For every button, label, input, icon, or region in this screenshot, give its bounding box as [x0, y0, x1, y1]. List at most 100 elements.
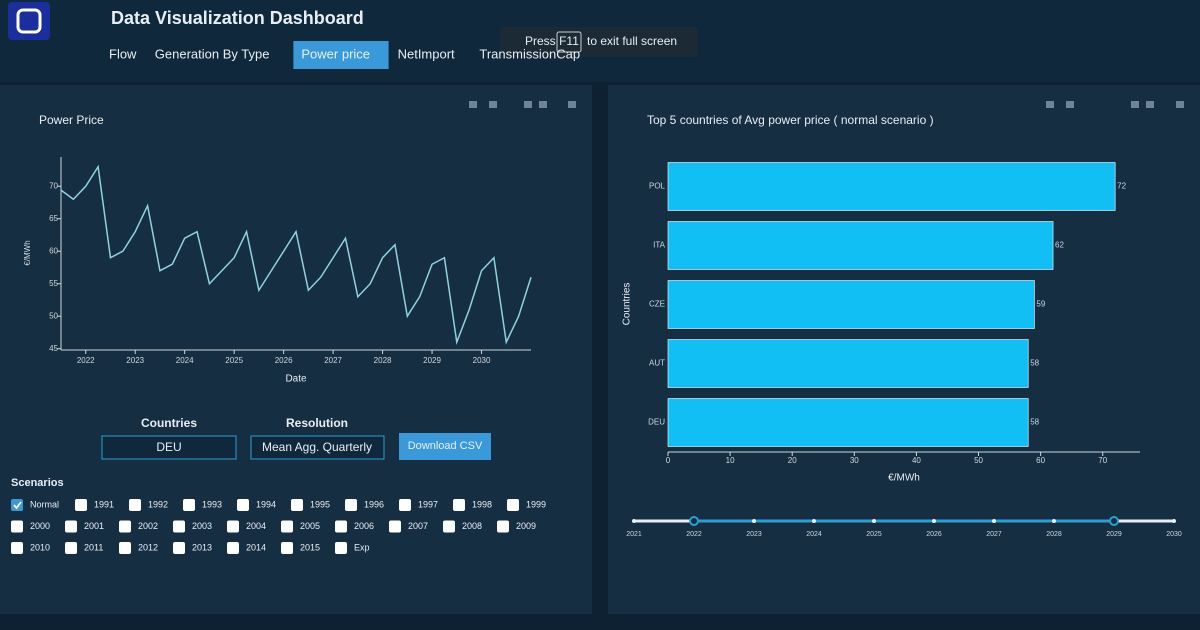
- x-tick-label: 2027: [324, 356, 342, 365]
- checkbox[interactable]: [291, 499, 303, 511]
- y-axis-title: Countries: [622, 283, 633, 326]
- checkbox[interactable]: [399, 499, 411, 511]
- checkbox[interactable]: [345, 499, 357, 511]
- checkbox-label: 2014: [246, 542, 266, 552]
- checkbox-label: 2011: [84, 542, 103, 552]
- slider-label: 2026: [926, 531, 942, 538]
- checkbox-label: 2005: [300, 521, 320, 531]
- checkbox-label: Exp: [354, 542, 370, 552]
- slider-dot: [932, 519, 936, 523]
- checkbox[interactable]: [389, 520, 401, 533]
- checkbox[interactable]: [65, 542, 77, 554]
- modebar-icon: [489, 101, 497, 108]
- x-tick-label: 50: [974, 456, 983, 465]
- checkbox-label: 1991: [94, 499, 114, 509]
- checkbox-label: 1995: [310, 499, 330, 509]
- checkbox-label: 2013: [192, 542, 212, 552]
- y-tick-label: 55: [49, 279, 58, 288]
- checkbox[interactable]: [497, 520, 509, 533]
- checkbox-label: Normal: [30, 499, 59, 509]
- checkbox[interactable]: [65, 520, 77, 533]
- slider-handle[interactable]: [1109, 516, 1119, 526]
- x-tick-label: 10: [726, 456, 735, 465]
- checkbox[interactable]: [453, 499, 465, 511]
- checkbox-label: 2010: [30, 542, 50, 552]
- checkbox-label: 2002: [138, 521, 158, 531]
- button-label: Download CSV: [408, 440, 483, 452]
- checkbox[interactable]: [227, 520, 239, 533]
- tab[interactable]: Generation By Type: [155, 46, 270, 61]
- app-title: Data Visualization Dashboard: [111, 8, 364, 28]
- x-tick-label: 40: [912, 456, 921, 465]
- x-tick-label: 2024: [176, 356, 194, 365]
- checkbox[interactable]: [281, 520, 293, 533]
- chart-title: Top 5 countries of Avg power price ( nor…: [647, 113, 934, 127]
- checkbox[interactable]: [183, 499, 195, 511]
- country-dropdown[interactable]: [101, 435, 237, 460]
- tab-active[interactable]: [293, 41, 389, 69]
- checkbox-label: 1994: [256, 499, 276, 509]
- x-axis-title: Date: [285, 374, 307, 385]
- checkbox[interactable]: [11, 520, 23, 533]
- logo: [8, 2, 50, 40]
- modebar: [469, 101, 1184, 108]
- slider-label: 2023: [746, 531, 762, 538]
- y-tick-label: DEU: [648, 418, 665, 427]
- value-label: 62: [1055, 241, 1064, 250]
- modebar-icon: [1146, 101, 1154, 108]
- checkbox[interactable]: [335, 520, 347, 533]
- tab[interactable]: Power price: [301, 46, 370, 61]
- checkbox[interactable]: [129, 499, 141, 511]
- checkbox[interactable]: [281, 542, 293, 554]
- slider-label: 2022: [686, 531, 702, 538]
- toast-text: to exit full screen: [587, 34, 677, 48]
- checkbox[interactable]: [507, 499, 519, 511]
- checkbox-label: 2006: [354, 521, 374, 531]
- slider-label: 2030: [1166, 531, 1182, 538]
- checkbox[interactable]: [443, 520, 455, 533]
- chart-title: Power Price: [39, 113, 104, 127]
- checkbox[interactable]: [173, 542, 185, 554]
- x-tick-label: 60: [1036, 456, 1045, 465]
- modebar-icon: [524, 101, 532, 108]
- checkbox[interactable]: [227, 542, 239, 554]
- checkbox-label: 1996: [364, 499, 384, 509]
- checkbox[interactable]: [11, 499, 23, 511]
- checkbox[interactable]: [75, 499, 87, 511]
- tab[interactable]: NetImport: [398, 46, 455, 61]
- bar: [667, 221, 1054, 270]
- modebar-icon: [1066, 101, 1074, 108]
- x-tick-label: 0: [666, 456, 671, 465]
- checkbox-label: 2009: [516, 521, 536, 531]
- checkbox[interactable]: [11, 542, 23, 554]
- checkbox-label: 2000: [30, 521, 50, 531]
- checkbox-label: 2008: [462, 521, 482, 531]
- modebar-icon: [469, 101, 477, 108]
- x-tick-label: 2023: [126, 356, 144, 365]
- slider-label: 2024: [806, 531, 822, 538]
- tab[interactable]: Flow: [109, 46, 137, 61]
- x-tick-label: 2022: [77, 356, 95, 365]
- resolution-dropdown[interactable]: [250, 435, 385, 460]
- checkbox[interactable]: [119, 520, 131, 533]
- tab[interactable]: TransmissionCap: [479, 46, 580, 61]
- y-tick-label: POL: [649, 182, 666, 191]
- modebar-icon: [539, 101, 547, 108]
- slider-dot: [872, 519, 876, 523]
- checkbox[interactable]: [173, 520, 185, 533]
- modebar-icon: [568, 101, 576, 108]
- checkbox[interactable]: [237, 499, 249, 511]
- slider-dot: [992, 519, 996, 523]
- toast-text: Press: [525, 34, 556, 48]
- y-tick-label: ITA: [653, 241, 666, 250]
- y-tick-label: 45: [49, 344, 58, 353]
- value-label: 59: [1036, 300, 1045, 309]
- download-button[interactable]: [399, 433, 491, 460]
- checkbox-label: 2007: [408, 521, 428, 531]
- bar: [667, 162, 1116, 211]
- checkbox[interactable]: [119, 542, 131, 554]
- checkbox-label: 1992: [148, 499, 168, 509]
- checkbox[interactable]: [335, 542, 347, 554]
- checkbox-label: 1993: [202, 499, 222, 509]
- slider-handle[interactable]: [689, 516, 699, 526]
